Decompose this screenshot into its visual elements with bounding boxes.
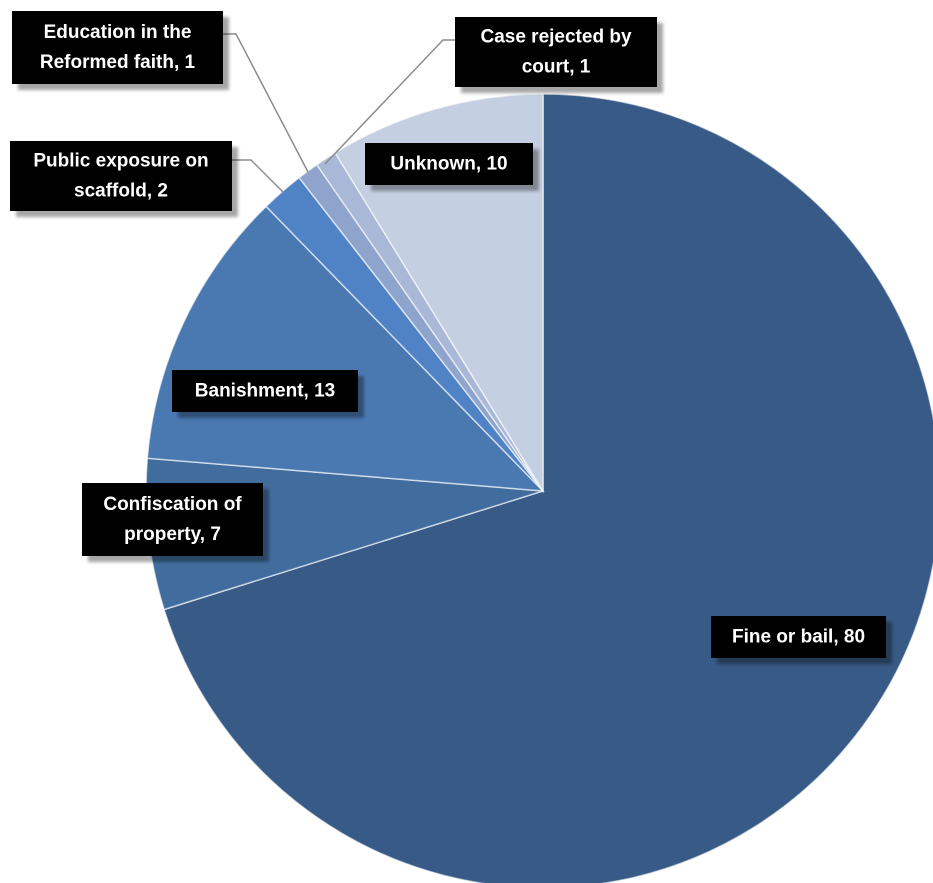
data-label-text: Reformed faith, 1 xyxy=(40,52,196,73)
data-label-text: Banishment, 13 xyxy=(195,381,335,402)
data-label: Unknown, 10 xyxy=(365,143,533,185)
data-label-text: Education in the xyxy=(44,22,192,43)
data-label: Confiscation of property, 7 xyxy=(82,483,263,556)
data-label: Case rejected by court, 1 xyxy=(455,17,657,87)
leader-line xyxy=(223,34,308,172)
pie-slices xyxy=(146,94,933,883)
data-label: Public exposure on scaffold, 2 xyxy=(10,141,232,211)
data-label-text: scaffold, 2 xyxy=(74,181,168,202)
data-label-text: property, 7 xyxy=(124,524,221,545)
data-label-text: Fine or bail, 80 xyxy=(732,627,865,648)
data-label: Banishment, 13 xyxy=(172,370,358,412)
data-label-text: court, 1 xyxy=(522,57,591,78)
data-label-text: Public exposure on xyxy=(33,151,208,172)
data-label-text: Confiscation of xyxy=(103,494,242,515)
data-label: Education in the Reformed faith, 1 xyxy=(12,11,223,84)
data-label-text: Case rejected by xyxy=(480,27,631,48)
data-label-text: Unknown, 10 xyxy=(390,154,507,175)
leader-line xyxy=(232,160,283,192)
data-label: Fine or bail, 80 xyxy=(711,616,886,658)
